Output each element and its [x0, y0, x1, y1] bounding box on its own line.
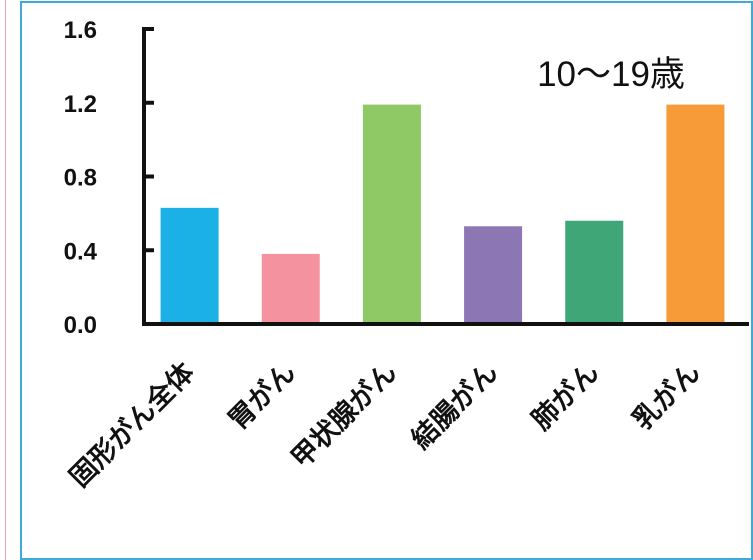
category-label: 固形がん全体 — [63, 356, 201, 494]
bar — [666, 104, 725, 324]
category-label: 肺がん — [525, 356, 605, 436]
y-tick-label: 0.0 — [64, 312, 97, 339]
category-label: 乳がん — [626, 356, 706, 436]
bar — [565, 220, 624, 324]
age-range-annotation: 10〜19歳 — [537, 55, 685, 94]
bar — [160, 207, 219, 324]
y-tick-label: 0.8 — [64, 165, 97, 192]
bar — [362, 104, 421, 324]
y-tick-label: 0.4 — [64, 238, 98, 265]
bar — [261, 253, 320, 324]
bar — [464, 226, 523, 324]
category-label: 結腸がん — [405, 356, 504, 455]
left-accent-line — [5, 0, 6, 560]
category-label: 甲状腺がん — [285, 356, 403, 474]
y-tick-label: 1.2 — [64, 91, 97, 118]
y-tick-label: 1.6 — [64, 17, 97, 44]
category-label: 胃がん — [222, 356, 302, 436]
